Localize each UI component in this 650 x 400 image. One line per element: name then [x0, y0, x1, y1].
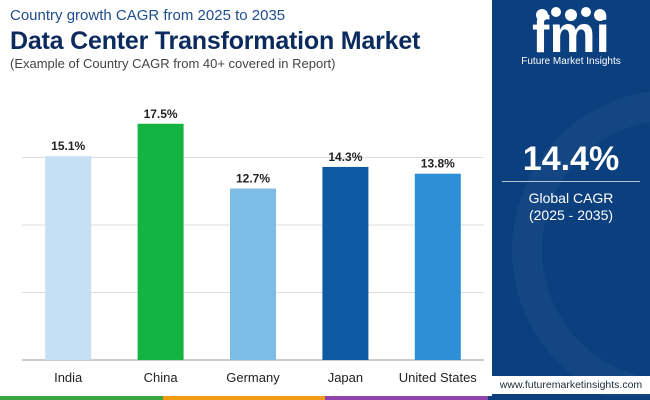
website-link[interactable]: www.futuremarketinsights.com [492, 376, 650, 394]
footer-segment [162, 396, 325, 400]
bar-japan [322, 166, 369, 360]
fmi-logo-icon: fmi [532, 6, 610, 56]
chart-header: Country growth CAGR from 2025 to 2035 Da… [0, 0, 492, 80]
bar-chart: 15.1% India 17.5% China 12.7% Germany 14.3% Jap… [22, 107, 484, 385]
data-label: 17.5% [144, 107, 178, 121]
summary-panel: fmi Future Market Insights 14.4% Global … [492, 0, 650, 400]
chart-title: Data Center Transformation Market [10, 27, 421, 55]
bar-india [45, 156, 92, 360]
x-tick-label: Germany [226, 370, 280, 385]
data-label: 14.3% [328, 150, 362, 164]
logo-text: Future Market Insights [521, 56, 621, 67]
data-label: 12.7% [236, 172, 270, 186]
chart-subtitle: Country growth CAGR from 2025 to 2035 [10, 7, 286, 24]
data-label: 13.8% [421, 157, 455, 171]
chart-note: (Example of Country CAGR from 40+ covere… [10, 56, 336, 71]
global-cagr-value: 14.4% [522, 140, 620, 178]
footer-color-bar [0, 396, 650, 400]
x-tick-label: India [54, 370, 83, 385]
bar-united-states [414, 173, 461, 360]
global-cagr-label: Global CAGR [528, 190, 614, 206]
bar-germany [230, 188, 276, 360]
x-tick-label: United States [399, 370, 478, 385]
divider [502, 181, 640, 182]
bar-china [137, 123, 184, 360]
data-label: 15.1% [51, 139, 85, 153]
footer-segment [487, 396, 650, 400]
x-tick-label: China [144, 370, 179, 385]
footer-segment [0, 396, 163, 400]
global-cagr-period: (2025 - 2035) [528, 207, 614, 223]
footer-segment [325, 396, 488, 400]
company-logo: fmi Future Market Insights [512, 6, 630, 72]
x-tick-label: Japan [328, 370, 363, 385]
